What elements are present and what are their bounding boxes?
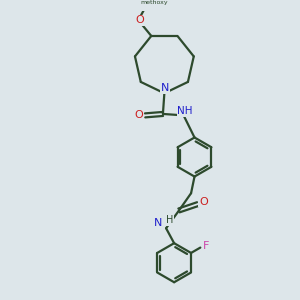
Text: O: O <box>135 15 144 25</box>
Text: O: O <box>199 197 208 207</box>
Text: N: N <box>154 218 162 227</box>
Text: O: O <box>134 110 143 120</box>
Text: H: H <box>166 215 173 225</box>
Text: F: F <box>203 241 209 251</box>
Text: N: N <box>161 83 169 93</box>
Text: methoxy: methoxy <box>140 0 168 4</box>
Text: NH: NH <box>177 106 193 116</box>
